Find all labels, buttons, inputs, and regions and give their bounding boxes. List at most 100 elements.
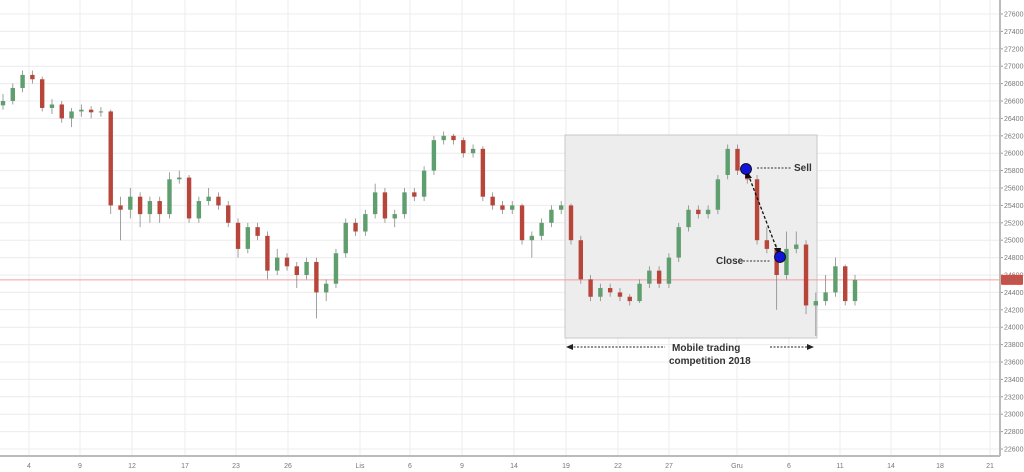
y-tick-label: 27200 bbox=[1004, 46, 1024, 53]
sell-label: Sell bbox=[794, 163, 812, 174]
candle-body bbox=[676, 227, 681, 258]
y-tick-label: 25400 bbox=[1004, 203, 1024, 210]
candle-body bbox=[128, 196, 133, 210]
y-tick-label: 24800 bbox=[1004, 255, 1024, 262]
candle-body bbox=[372, 192, 378, 215]
y-tick-label: 25800 bbox=[1004, 168, 1024, 175]
candle bbox=[813, 292, 819, 336]
y-axis: 22600 22800 23000 23200 23400 23600 23800 24000… bbox=[999, 0, 1024, 456]
candle-body bbox=[177, 177, 182, 180]
y-tick-label: 26400 bbox=[1004, 116, 1024, 123]
close-label: Close bbox=[716, 256, 744, 267]
candle-body bbox=[696, 209, 701, 215]
candle bbox=[69, 107, 74, 128]
candle-body bbox=[441, 135, 446, 141]
candle bbox=[235, 218, 241, 258]
left-arrow-icon bbox=[566, 344, 573, 350]
x-tick-label: 17 bbox=[181, 463, 189, 470]
x-tick-label: Gru bbox=[731, 463, 743, 470]
candle bbox=[10, 83, 15, 105]
candle bbox=[519, 203, 525, 245]
candle-body bbox=[412, 192, 417, 197]
candle-body bbox=[98, 111, 104, 113]
candle bbox=[382, 188, 388, 223]
candle bbox=[392, 209, 397, 228]
candle-body bbox=[637, 283, 642, 302]
candle-body bbox=[69, 111, 74, 119]
candle-body bbox=[226, 205, 231, 223]
y-tick-label: 26800 bbox=[1004, 81, 1024, 88]
candle-body bbox=[607, 288, 613, 293]
x-tick-label: Lis bbox=[356, 463, 365, 470]
period-label-line2: competition 2018 bbox=[669, 356, 751, 367]
candle bbox=[598, 283, 603, 302]
candle-body bbox=[764, 240, 770, 249]
y-tick-label: 23000 bbox=[1004, 412, 1024, 419]
candle bbox=[216, 192, 221, 210]
candle bbox=[794, 231, 799, 254]
candle-body bbox=[559, 205, 564, 210]
candle bbox=[627, 294, 632, 306]
candle-body bbox=[843, 266, 848, 302]
candle bbox=[578, 235, 583, 284]
candle bbox=[353, 218, 358, 236]
candle bbox=[803, 240, 809, 315]
x-tick-label: 12 bbox=[128, 463, 136, 470]
candle-body bbox=[402, 192, 407, 215]
candle bbox=[412, 188, 417, 202]
candle bbox=[0, 94, 6, 110]
candle bbox=[20, 70, 25, 93]
candle bbox=[255, 222, 260, 241]
candle bbox=[480, 146, 486, 202]
current-price-label: 24544 bbox=[1001, 274, 1023, 285]
candle bbox=[402, 188, 407, 219]
sell-marker bbox=[740, 163, 752, 175]
y-tick-label: 24400 bbox=[1004, 290, 1024, 297]
candle-body bbox=[392, 214, 397, 219]
candle-body bbox=[588, 279, 593, 297]
candle bbox=[529, 231, 535, 258]
y-tick-label: 24000 bbox=[1004, 325, 1024, 332]
candle bbox=[30, 70, 35, 84]
y-tick-label: 25200 bbox=[1004, 220, 1024, 227]
candle-body bbox=[627, 296, 632, 302]
candle-body bbox=[284, 257, 290, 267]
candle bbox=[431, 135, 437, 175]
candle bbox=[461, 137, 466, 158]
candle-body bbox=[382, 192, 388, 219]
x-tick-label: 9 bbox=[460, 463, 464, 470]
candle bbox=[275, 248, 280, 275]
candle-body bbox=[20, 74, 25, 88]
candle bbox=[128, 188, 133, 219]
candle bbox=[451, 134, 456, 145]
candle bbox=[421, 166, 427, 202]
candle bbox=[833, 257, 838, 297]
candle-body bbox=[118, 205, 123, 210]
x-tick-label: 21 bbox=[986, 463, 994, 470]
candle-body bbox=[833, 266, 838, 293]
candle bbox=[686, 205, 691, 232]
grid bbox=[0, 0, 1000, 456]
y-tick-label: 27000 bbox=[1004, 64, 1024, 71]
candle-body bbox=[529, 235, 535, 241]
candle-body bbox=[39, 79, 45, 108]
candle-body bbox=[137, 196, 143, 215]
candle bbox=[676, 222, 681, 262]
y-tick-label: 26000 bbox=[1004, 151, 1024, 158]
candle-body bbox=[88, 109, 94, 113]
x-tick-label: 4 bbox=[27, 463, 31, 470]
candle-body bbox=[803, 244, 809, 306]
candle bbox=[637, 279, 642, 303]
y-tick-label: 25000 bbox=[1004, 238, 1024, 245]
candle-body bbox=[245, 227, 251, 249]
candle-body bbox=[852, 279, 858, 302]
candle bbox=[715, 174, 721, 215]
x-tick-label: 14 bbox=[510, 463, 518, 470]
candle bbox=[226, 201, 231, 228]
candle bbox=[823, 275, 828, 306]
close-marker bbox=[774, 251, 786, 263]
candle-body bbox=[510, 205, 515, 210]
y-tick-label: 27400 bbox=[1004, 29, 1024, 36]
candle bbox=[343, 218, 348, 258]
